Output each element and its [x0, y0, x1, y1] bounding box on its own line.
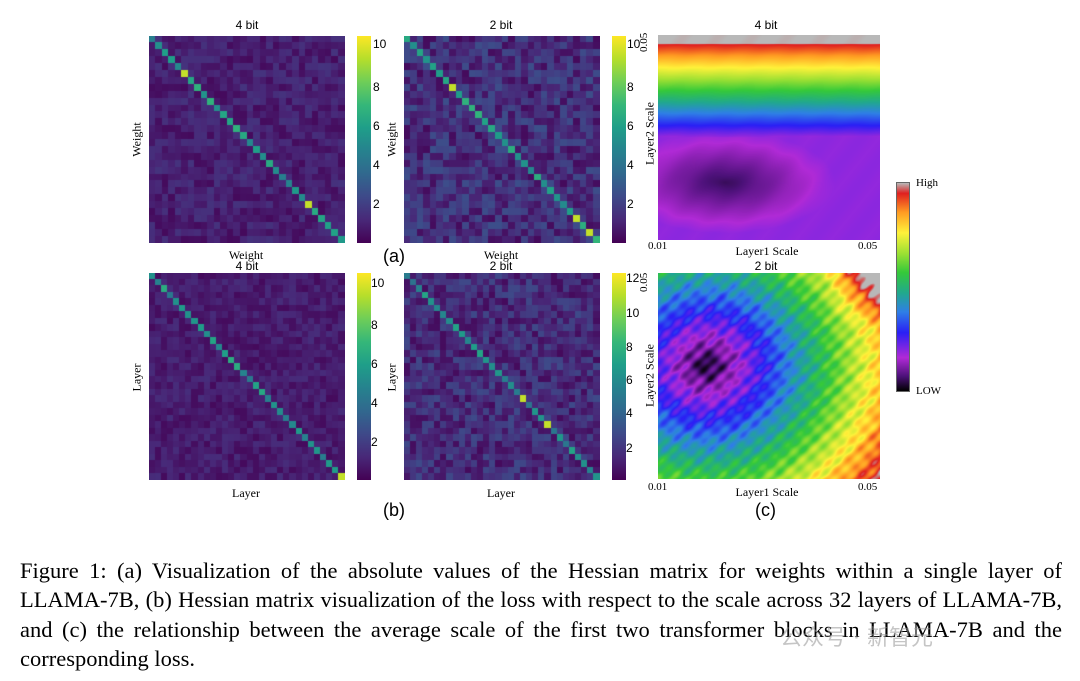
- cbar-tick: 4: [373, 158, 380, 172]
- cbar-tick: 10: [371, 276, 385, 290]
- b-right-heatmap: [404, 273, 600, 480]
- a-left-xlabel: Weight: [228, 248, 264, 262]
- b-left-title: 4 bit: [235, 259, 259, 273]
- c-bottom-xmin-tick: 0.01: [648, 481, 668, 493]
- cbar-tick: 10: [627, 37, 641, 51]
- a-left-ylabel: Weight: [129, 122, 144, 157]
- cbar-tick: 10: [626, 306, 640, 320]
- cbar-tick: 8: [627, 80, 634, 94]
- a-left-title: 4 bit: [235, 18, 259, 32]
- cbar-tick: 8: [626, 340, 633, 354]
- b-left-heatmap: [149, 273, 345, 480]
- cbar-tick: 2: [373, 197, 380, 211]
- panel-a-label: (a): [383, 246, 405, 266]
- c-bottom-xlabel: Layer1 Scale: [735, 485, 799, 499]
- b-right-title: 2 bit: [489, 259, 513, 273]
- c-bottom-loss-surface: [658, 273, 880, 479]
- panel-c-label: (c): [755, 500, 776, 520]
- cbar-tick: 6: [373, 119, 380, 133]
- a-right-xlabel: Weight: [483, 248, 519, 262]
- c-top-title: 4 bit: [754, 18, 778, 32]
- b-left-colorbar: [357, 273, 371, 480]
- c-colorbar: [896, 182, 910, 392]
- c-bottom-xmax-tick: 0.05: [858, 481, 878, 493]
- c-top-ylabel: Layer2 Scale: [642, 102, 657, 165]
- c-top-xlabel: Layer1 Scale: [735, 244, 799, 258]
- c-bottom-ymax-tick: 0.05: [638, 272, 650, 292]
- a-right-ylabel: Weight: [384, 122, 399, 157]
- b-left-xlabel: Layer: [232, 486, 260, 500]
- cbar-tick: 4: [626, 406, 633, 420]
- panel-b-label: (b): [383, 500, 405, 520]
- c-bottom-title: 2 bit: [754, 259, 778, 273]
- cbar-tick: 2: [627, 197, 634, 211]
- b-right-xlabel: Layer: [487, 486, 515, 500]
- a-right-colorbar: [612, 36, 626, 243]
- cbar-tick: 2: [626, 441, 633, 455]
- c-colorbar-high-label: High: [916, 177, 938, 189]
- b-right-colorbar: [612, 273, 626, 480]
- c-top-ymax-tick: 0.05: [638, 32, 650, 52]
- cbar-tick: 8: [373, 80, 380, 94]
- c-top-xmax-tick: 0.05: [858, 240, 878, 252]
- a-right-heatmap: [404, 36, 600, 243]
- c-top-loss-surface: [658, 35, 880, 240]
- a-left-colorbar: [357, 36, 371, 243]
- a-right-title: 2 bit: [489, 18, 513, 32]
- cbar-tick: 6: [371, 357, 378, 371]
- cbar-tick: 8: [371, 318, 378, 332]
- watermark: 公众号 · 新智元: [780, 626, 933, 651]
- c-top-xmin-tick: 0.01: [648, 240, 668, 252]
- b-left-ylabel: Layer: [129, 363, 144, 392]
- c-bottom-ylabel: Layer2 Scale: [642, 344, 657, 407]
- cbar-tick: 4: [371, 396, 378, 410]
- c-colorbar-low-label: LOW: [916, 385, 942, 397]
- cbar-tick: 12: [626, 271, 640, 285]
- cbar-tick: 6: [626, 373, 633, 387]
- cbar-tick: 4: [627, 158, 634, 172]
- a-left-heatmap: [149, 36, 345, 243]
- figure-caption: Figure 1: (a) Visualization of the absol…: [20, 558, 1062, 671]
- cbar-tick: 10: [373, 37, 387, 51]
- b-right-ylabel: Layer: [384, 363, 399, 392]
- cbar-tick: 2: [371, 435, 378, 449]
- cbar-tick: 6: [627, 119, 634, 133]
